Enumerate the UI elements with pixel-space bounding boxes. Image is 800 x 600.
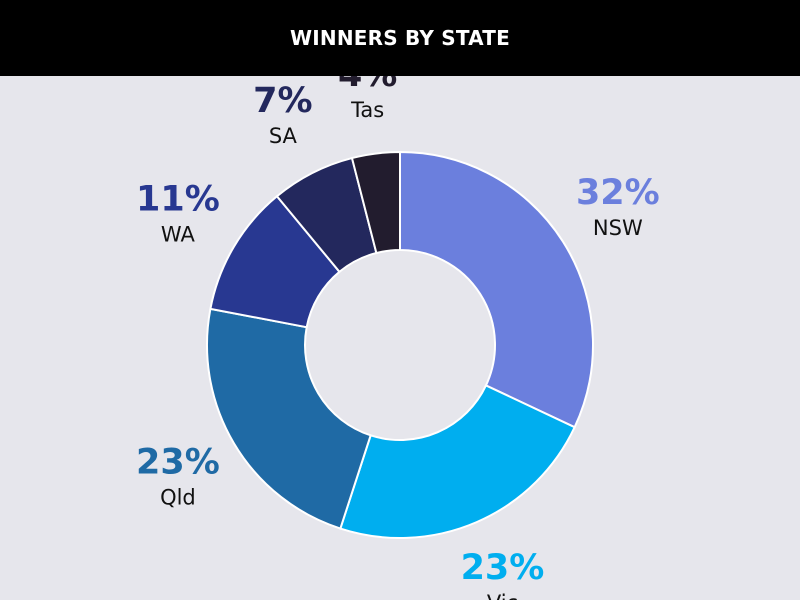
chart-area: 32% NSW 23% Vic 23% Qld 11% WA 7% SA 4% Tas bbox=[0, 76, 800, 600]
slice-category-label-nsw: NSW bbox=[593, 216, 643, 240]
donut-chart: 32% NSW 23% Vic 23% Qld 11% WA 7% SA 4% Tas bbox=[136, 76, 660, 600]
chart-header: WINNERS BY STATE bbox=[0, 0, 800, 76]
donut-slices bbox=[206, 150, 594, 539]
slice-value-label-qld: 23% bbox=[136, 442, 220, 482]
slice-category-label-qld: Qld bbox=[160, 485, 196, 509]
slice-value-label-sa: 7% bbox=[253, 81, 312, 121]
slice-value-label-wa: 11% bbox=[136, 180, 220, 220]
slice-category-label-sa: SA bbox=[269, 124, 298, 148]
slice-value-label-vic: 23% bbox=[461, 548, 545, 588]
slice-qld bbox=[206, 307, 372, 530]
slice-value-label-nsw: 32% bbox=[576, 173, 660, 213]
slice-nsw bbox=[399, 150, 594, 429]
chart-title: WINNERS BY STATE bbox=[290, 26, 510, 50]
slice-tas bbox=[350, 150, 401, 255]
slice-category-label-vic: Vic bbox=[487, 591, 518, 600]
slice-category-label-wa: WA bbox=[161, 223, 196, 247]
donut-labels: 32% NSW 23% Vic 23% Qld 11% WA 7% SA 4% Tas bbox=[136, 76, 660, 600]
slice-vic bbox=[339, 384, 576, 539]
slice-value-label-tas: 4% bbox=[338, 76, 397, 95]
slice-category-label-tas: Tas bbox=[350, 98, 384, 122]
